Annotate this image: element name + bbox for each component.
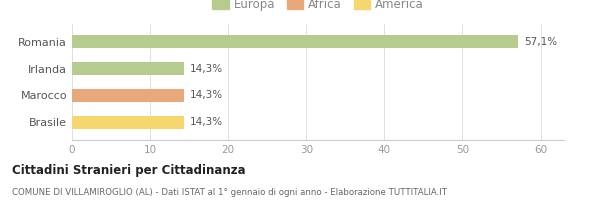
- Text: 14,3%: 14,3%: [190, 64, 223, 74]
- Bar: [72, 89, 184, 102]
- Text: 14,3%: 14,3%: [190, 90, 223, 100]
- Text: 14,3%: 14,3%: [190, 117, 223, 127]
- Bar: [72, 116, 184, 129]
- Legend: Europa, Africa, America: Europa, Africa, America: [208, 0, 428, 15]
- Bar: [72, 35, 518, 48]
- Text: COMUNE DI VILLAMIROGLIO (AL) - Dati ISTAT al 1° gennaio di ogni anno - Elaborazi: COMUNE DI VILLAMIROGLIO (AL) - Dati ISTA…: [12, 188, 447, 197]
- Text: 57,1%: 57,1%: [524, 37, 557, 47]
- Bar: [72, 62, 184, 75]
- Text: Cittadini Stranieri per Cittadinanza: Cittadini Stranieri per Cittadinanza: [12, 164, 245, 177]
